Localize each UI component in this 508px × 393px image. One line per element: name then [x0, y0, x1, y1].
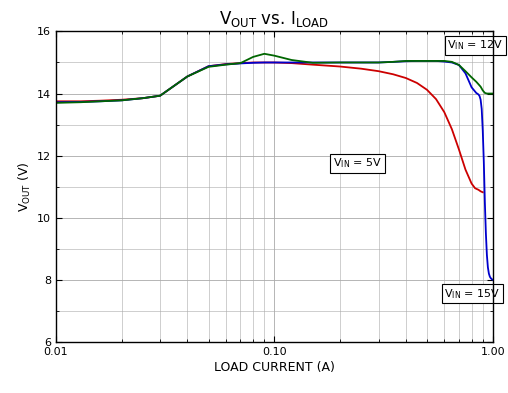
X-axis label: LOAD CURRENT (A): LOAD CURRENT (A)	[214, 361, 335, 374]
Text: V$_\mathregular{IN}$ = 15V: V$_\mathregular{IN}$ = 15V	[444, 287, 500, 301]
Text: V$_\mathregular{IN}$ = 12V: V$_\mathregular{IN}$ = 12V	[448, 39, 503, 52]
Title: V$_\mathregular{OUT}$ vs. I$_\mathregular{LOAD}$: V$_\mathregular{OUT}$ vs. I$_\mathregula…	[219, 9, 329, 29]
Y-axis label: V$_\mathregular{OUT}$ (V): V$_\mathregular{OUT}$ (V)	[17, 161, 33, 212]
Text: V$_\mathregular{IN}$ = 5V: V$_\mathregular{IN}$ = 5V	[333, 156, 382, 170]
